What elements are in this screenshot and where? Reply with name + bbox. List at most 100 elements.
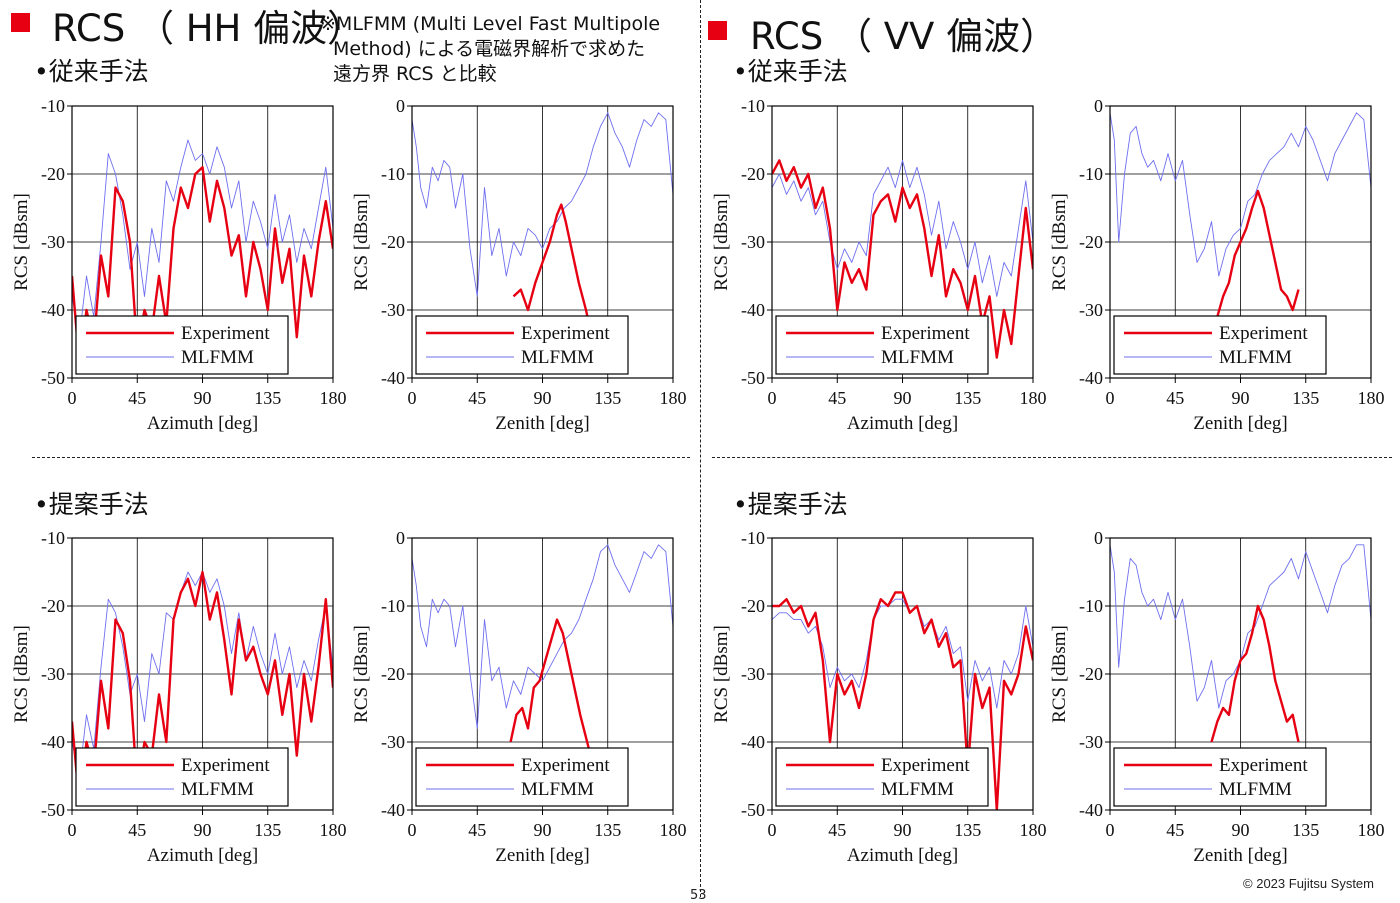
- chart-hh-proposed-azimuth: 0 45 90 135 180 -10 -20 -30 -40 -50 Azimuth [deg] R…: [11, 528, 347, 866]
- y-tick-label: -30: [381, 732, 405, 752]
- y-tick-label: -50: [741, 800, 765, 820]
- x-tick-label: 45: [128, 388, 146, 408]
- x-tick-label: 45: [828, 820, 846, 840]
- experiment-series-line: [512, 203, 591, 324]
- y-tick-label: -30: [1079, 300, 1103, 320]
- x-tick-label: 0: [68, 820, 77, 840]
- chart-hh-proposed-zenith: 0 45 90 135 180 0 -10 -20 -30 -40 Zenith [deg] RCS …: [351, 528, 687, 866]
- mlfmm-series-line: [772, 159, 1033, 297]
- x-tick-label: 90: [894, 388, 912, 408]
- hh-proposed-label: •提案手法: [34, 490, 149, 519]
- y-tick-label: -40: [41, 732, 65, 752]
- x-tick-label: 90: [534, 388, 552, 408]
- x-axis-label: Azimuth [deg]: [847, 845, 958, 866]
- x-tick-label: 0: [408, 820, 417, 840]
- x-tick-label: 45: [1166, 820, 1184, 840]
- legend-label-experiment: Experiment: [881, 755, 970, 776]
- experiment-series-line: [772, 591, 1033, 810]
- x-tick-label: 135: [1292, 820, 1319, 840]
- horizontal-divider-left: [32, 457, 690, 458]
- chart-vv-proposed-azimuth: 0 45 90 135 180 -10 -20 -30 -40 -50 Azimuth [deg] R…: [711, 528, 1047, 866]
- y-tick-label: -10: [1079, 596, 1103, 616]
- x-axis-label: Zenith [deg]: [495, 845, 589, 866]
- vertical-divider: [700, 0, 701, 897]
- y-tick-label: -30: [381, 300, 405, 320]
- x-tick-label: 0: [1106, 388, 1115, 408]
- y-tick-label: 0: [396, 96, 405, 116]
- chart-vv-conventional-azimuth: 0 45 90 135 180 -10 -20 -30 -40 -50 Azimuth [deg] R…: [711, 96, 1047, 434]
- legend: Experiment MLFMM: [1113, 747, 1327, 807]
- legend-box: [775, 315, 989, 375]
- x-tick-label: 0: [768, 388, 777, 408]
- legend-label-experiment: Experiment: [181, 755, 270, 776]
- legend-box: [415, 747, 629, 807]
- experiment-series-line: [772, 159, 1033, 359]
- x-axis-label: Azimuth [deg]: [847, 413, 958, 434]
- legend-label-mlfmm: MLFMM: [181, 347, 254, 368]
- y-tick-label: -20: [41, 596, 65, 616]
- legend-box: [1113, 315, 1327, 375]
- mlfmm-series-line: [1110, 112, 1371, 277]
- legend-label-mlfmm: MLFMM: [1219, 779, 1292, 800]
- hh-conventional-label: •従来手法: [34, 57, 149, 86]
- y-tick-label: -10: [381, 164, 405, 184]
- y-axis-label: RCS [dBsm]: [351, 625, 372, 723]
- x-tick-label: 180: [660, 388, 687, 408]
- y-tick-label: -20: [741, 164, 765, 184]
- experiment-series-line: [1210, 604, 1300, 743]
- hh-section-title: RCS （ HH 偏波）: [52, 7, 365, 50]
- x-tick-label: 90: [1232, 820, 1250, 840]
- y-tick-label: -50: [41, 800, 65, 820]
- x-tick-label: 45: [468, 820, 486, 840]
- experiment-series-line: [72, 570, 333, 805]
- legend-box: [415, 315, 629, 375]
- y-tick-label: -10: [1079, 164, 1103, 184]
- mlfmm-series-line: [412, 544, 673, 729]
- legend-box: [775, 747, 989, 807]
- x-axis-label: Azimuth [deg]: [147, 845, 258, 866]
- chart-vv-conventional-zenith: 0 45 90 135 180 0 -10 -20 -30 -40 Zenith [deg] RCS …: [1049, 96, 1385, 434]
- y-axis-label: RCS [dBsm]: [351, 193, 372, 291]
- chart-vv-proposed-zenith: 0 45 90 135 180 0 -10 -20 -30 -40 Zenith [deg] RCS …: [1049, 528, 1385, 866]
- y-axis-label: RCS [dBsm]: [711, 625, 732, 723]
- y-tick-label: -40: [381, 368, 405, 388]
- hh-marker-square: [11, 13, 30, 32]
- x-tick-label: 135: [254, 388, 281, 408]
- y-tick-label: -50: [41, 368, 65, 388]
- y-tick-label: -10: [41, 528, 65, 548]
- legend: Experiment MLFMM: [775, 315, 989, 375]
- y-tick-label: -30: [741, 232, 765, 252]
- x-tick-label: 135: [594, 388, 621, 408]
- y-tick-label: 0: [396, 528, 405, 548]
- legend-label-experiment: Experiment: [1219, 755, 1308, 776]
- y-tick-label: -40: [741, 300, 765, 320]
- x-tick-label: 90: [894, 820, 912, 840]
- y-tick-label: -20: [1079, 664, 1103, 684]
- x-axis-label: Zenith [deg]: [495, 413, 589, 434]
- y-tick-label: -30: [741, 664, 765, 684]
- x-tick-label: 180: [1358, 388, 1385, 408]
- legend-label-experiment: Experiment: [521, 755, 610, 776]
- page-number: 53: [690, 888, 707, 903]
- legend-label-experiment: Experiment: [881, 323, 970, 344]
- y-tick-label: -40: [1079, 800, 1103, 820]
- x-axis-label: Azimuth [deg]: [147, 413, 258, 434]
- horizontal-divider-right: [712, 457, 1392, 458]
- vv-proposed-label: •提案手法: [733, 490, 848, 519]
- mlfmm-note: ※MLFMM (Multi Level Fast Multipole Metho…: [320, 12, 700, 87]
- legend-box: [75, 747, 289, 807]
- legend-label-experiment: Experiment: [521, 323, 610, 344]
- y-axis-label: RCS [dBsm]: [1049, 625, 1070, 723]
- y-tick-label: -20: [741, 596, 765, 616]
- x-tick-label: 180: [320, 388, 347, 408]
- mlfmm-series-line: [772, 598, 1033, 709]
- legend: Experiment MLFMM: [775, 747, 989, 807]
- y-tick-label: -10: [381, 596, 405, 616]
- x-tick-label: 135: [594, 820, 621, 840]
- legend-label-mlfmm: MLFMM: [521, 779, 594, 800]
- x-axis-label: Zenith [deg]: [1193, 413, 1287, 434]
- mlfmm-series-line: [72, 139, 333, 338]
- y-tick-label: -30: [41, 664, 65, 684]
- x-axis-label: Zenith [deg]: [1193, 845, 1287, 866]
- legend-label-mlfmm: MLFMM: [881, 347, 954, 368]
